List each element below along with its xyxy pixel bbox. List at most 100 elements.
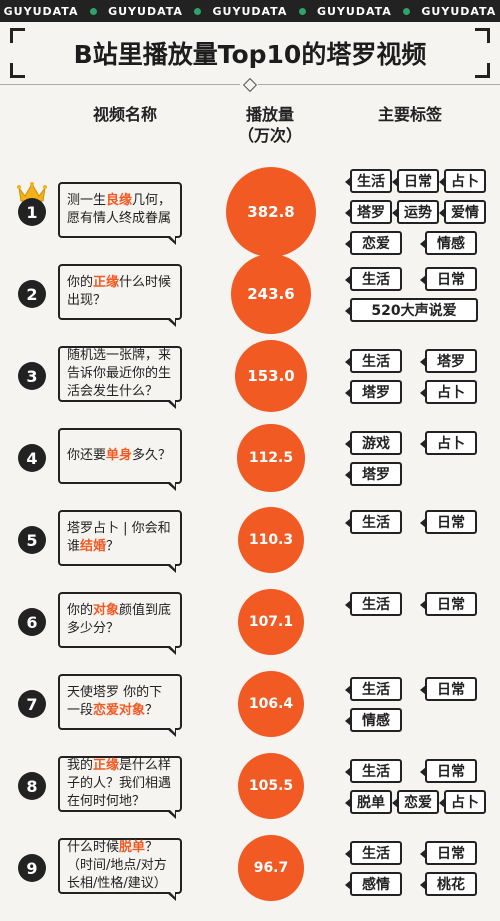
rank-badge: 2 bbox=[18, 280, 46, 308]
tag-label: 占卜 bbox=[439, 789, 486, 814]
highlight-keyword: 良缘 bbox=[106, 193, 133, 208]
tag-label: 爱情 bbox=[439, 200, 486, 224]
tag-label: 生活 bbox=[345, 266, 402, 291]
highlight-keyword: 结婚 bbox=[80, 539, 107, 554]
highlight-keyword: 恋爱对象 bbox=[93, 703, 146, 718]
tag-label: 生活 bbox=[345, 592, 402, 616]
play-count-bubble: 107.1 bbox=[237, 588, 305, 656]
video-title-bubble: 塔罗占卜 | 你会和谁结婚？ bbox=[58, 510, 182, 573]
dot-icon bbox=[298, 7, 306, 15]
rank-badge: 5 bbox=[18, 526, 46, 554]
play-count-bubble: 110.3 bbox=[237, 506, 305, 574]
rank-badge: 6 bbox=[18, 608, 46, 636]
video-title-bubble: 什么时候脱单？（时间/地点/对方长相/性格/建议） bbox=[58, 838, 182, 901]
tag-label: 日常 bbox=[420, 676, 477, 701]
title-text: 颜值到底多少分？ bbox=[67, 603, 172, 636]
tag-label: 塔罗 bbox=[345, 461, 402, 486]
tag-label: 占卜 bbox=[439, 169, 486, 193]
video-title: 我的正缘是什么样子的人？我们相遇在何时何地？ bbox=[67, 757, 173, 811]
tag-label: 520大声说爱 bbox=[345, 297, 478, 322]
video-title: 你还要单身多久？ bbox=[67, 447, 171, 465]
tag-label: 生活 bbox=[345, 676, 402, 701]
divider-left bbox=[0, 84, 240, 85]
highlight-keyword: 正缘 bbox=[93, 758, 120, 773]
header-plays: 播放量 （万次） bbox=[237, 105, 302, 145]
title-text: 你还要 bbox=[67, 448, 107, 463]
tag-label: 日常 bbox=[392, 169, 439, 193]
title-text: ？ bbox=[106, 539, 120, 554]
video-title: 随机选一张牌，来告诉你最近你的生活会发生什么？ bbox=[67, 347, 173, 401]
title-text: 塔罗占卜 | 你会和谁 bbox=[67, 521, 171, 554]
video-title: 什么时候脱单？（时间/地点/对方长相/性格/建议） bbox=[67, 839, 173, 893]
play-count-bubble: 243.6 bbox=[231, 254, 311, 334]
tag-label: 占卜 bbox=[420, 379, 477, 404]
dot-icon bbox=[194, 7, 202, 15]
brand-label: GUYUDATA bbox=[212, 4, 288, 18]
rank-badge: 3 bbox=[18, 362, 46, 390]
brand-label: GUYUDATA bbox=[316, 4, 392, 18]
highlight-keyword: 正缘 bbox=[93, 275, 120, 290]
video-title-bubble: 你的对象颜值到底多少分？ bbox=[58, 592, 182, 655]
title-text: 几何，愿有情人终成眷属 bbox=[67, 193, 172, 226]
page-title: B站里播放量Top10的塔罗视频 bbox=[73, 40, 427, 69]
brand-label: GUYUDATA bbox=[108, 4, 183, 18]
brand-label: GUYUDATA bbox=[421, 4, 497, 18]
rank-badge: 7 bbox=[18, 690, 46, 718]
video-title-bubble: 我的正缘是什么样子的人？我们相遇在何时何地？ bbox=[58, 756, 182, 819]
tag-label: 生活 bbox=[345, 348, 402, 373]
highlight-keyword: 对象 bbox=[93, 603, 120, 618]
rank-badge: 8 bbox=[18, 772, 46, 800]
title-frame: B站里播放量Top10的塔罗视频 bbox=[10, 28, 490, 78]
title-text: ？ bbox=[145, 703, 159, 718]
play-count-bubble: 382.8 bbox=[226, 167, 316, 257]
divider-right bbox=[258, 84, 500, 85]
tag-label: 运势 bbox=[392, 200, 439, 224]
rank-badge: 1 bbox=[18, 198, 46, 226]
tag-label: 生活 bbox=[345, 510, 402, 534]
video-title: 你的对象颜值到底多少分？ bbox=[67, 602, 173, 638]
title-text: 随机选一张牌，来告诉你最近你的生活会发生什么？ bbox=[67, 348, 172, 399]
tag-label: 恋爱 bbox=[392, 789, 439, 814]
tag-label: 占卜 bbox=[420, 430, 477, 455]
play-count-bubble: 105.5 bbox=[237, 752, 305, 820]
dot-icon bbox=[403, 7, 411, 15]
video-title-bubble: 随机选一张牌，来告诉你最近你的生活会发生什么？ bbox=[58, 346, 182, 409]
divider-diamond bbox=[242, 77, 258, 93]
header-name: 视频名称 bbox=[92, 105, 157, 124]
tag-label: 生活 bbox=[345, 840, 402, 865]
video-title: 天使塔罗 你的下一段恋爱对象？ bbox=[67, 684, 173, 720]
brand-label: GUYUDATA bbox=[3, 4, 79, 18]
tag-label: 恋爱 bbox=[345, 231, 402, 255]
tag-label: 塔罗 bbox=[420, 348, 477, 373]
title-text: 多久？ bbox=[132, 448, 172, 463]
brand-bar: GUYUDATA GUYUDATA GUYUDATA GUYUDATA GUYUDATA bbox=[0, 0, 500, 22]
tag-label: 日常 bbox=[420, 592, 477, 616]
video-title: 你的正缘什么时候出现？ bbox=[67, 274, 173, 310]
tag-label: 生活 bbox=[345, 758, 402, 783]
highlight-keyword: 脱单 bbox=[119, 840, 146, 855]
video-title-bubble: 测一生良缘几何，愿有情人终成眷属 bbox=[58, 182, 182, 245]
play-count-bubble: 153.0 bbox=[235, 340, 307, 412]
tag-label: 日常 bbox=[420, 266, 477, 291]
play-count-bubble: 106.4 bbox=[237, 670, 305, 738]
tag-label: 桃花 bbox=[420, 871, 477, 896]
title-text: 是什么样子的人？我们相遇在何时何地？ bbox=[67, 758, 172, 809]
tag-label: 情感 bbox=[420, 231, 477, 255]
video-title-bubble: 你的正缘什么时候出现？ bbox=[58, 264, 182, 327]
title-text: 我的 bbox=[67, 758, 94, 773]
title-text: ？（时间/地点/对方长相/性格/建议） bbox=[67, 840, 167, 891]
rank-badge: 4 bbox=[18, 444, 46, 472]
tag-label: 感情 bbox=[345, 871, 402, 896]
tag-label: 日常 bbox=[420, 840, 477, 865]
rank-badge: 9 bbox=[18, 854, 46, 882]
tag-label: 脱单 bbox=[345, 789, 392, 814]
play-count-bubble: 112.5 bbox=[237, 424, 305, 492]
play-count-bubble: 96.7 bbox=[238, 835, 304, 901]
tag-label: 塔罗 bbox=[345, 379, 402, 404]
title-text: 测一生 bbox=[67, 193, 107, 208]
tag-label: 情感 bbox=[345, 707, 402, 732]
video-title-bubble: 天使塔罗 你的下一段恋爱对象？ bbox=[58, 674, 182, 737]
tag-label: 日常 bbox=[420, 758, 477, 783]
tag-label: 生活 bbox=[345, 169, 392, 193]
video-title: 塔罗占卜 | 你会和谁结婚？ bbox=[67, 520, 173, 556]
